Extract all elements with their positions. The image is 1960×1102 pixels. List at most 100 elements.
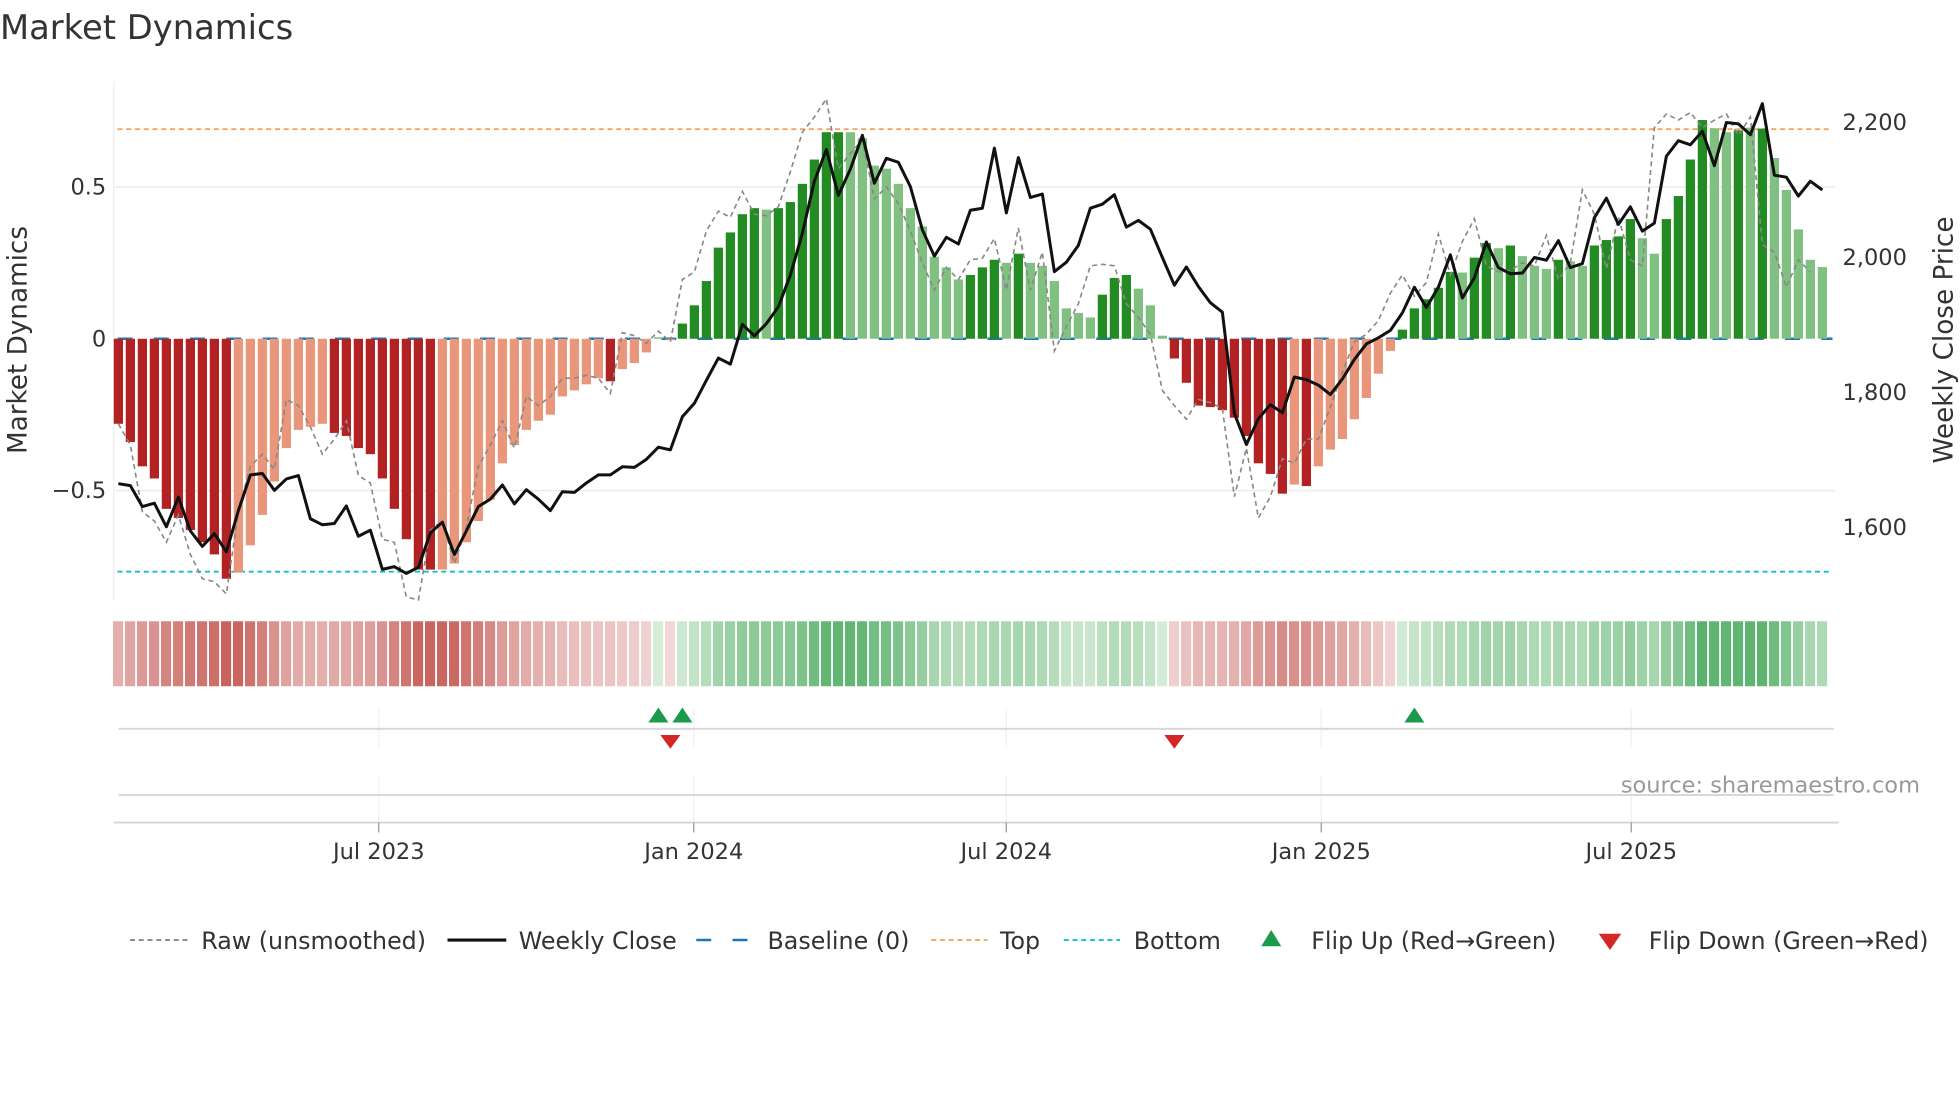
dynamics-bar bbox=[1013, 253, 1023, 339]
source-label: source: sharemaestro.com bbox=[1621, 773, 1920, 799]
dynamics-bar bbox=[1181, 338, 1191, 383]
strip-cell bbox=[1313, 621, 1324, 687]
dynamics-bar bbox=[1289, 338, 1300, 485]
strip-cell bbox=[257, 621, 268, 687]
strip-cell bbox=[197, 621, 208, 687]
legend-close-label: Weekly Close bbox=[519, 927, 677, 955]
strip-cell bbox=[1145, 621, 1156, 687]
strip-cell bbox=[1265, 621, 1276, 687]
strip-cell bbox=[821, 621, 832, 687]
strip-cell bbox=[677, 621, 688, 687]
dynamics-bar bbox=[1337, 338, 1347, 439]
strip-cell bbox=[1577, 621, 1588, 687]
dynamics-bar bbox=[1565, 261, 1575, 339]
strip-cell bbox=[305, 621, 316, 687]
strip-cell bbox=[1493, 621, 1504, 687]
dynamics-bar bbox=[1253, 338, 1263, 464]
strip-cell bbox=[1409, 621, 1420, 687]
legend-baseline-label: Baseline (0) bbox=[768, 927, 910, 955]
dynamics-bar bbox=[893, 183, 903, 339]
reference-lines bbox=[117, 128, 1833, 573]
strip-cell bbox=[1337, 621, 1348, 687]
dynamics-bar bbox=[365, 338, 375, 455]
strip-cell bbox=[713, 621, 724, 687]
strip-cell bbox=[1361, 621, 1372, 687]
strip-cell bbox=[1001, 621, 1012, 687]
flip-up-marker bbox=[672, 707, 693, 723]
right-tick-labels: 2,200 2,000 1,800 1,600 bbox=[1843, 110, 1907, 541]
strip-cell bbox=[485, 621, 496, 687]
strip-cell bbox=[449, 621, 460, 687]
dynamics-bar bbox=[1637, 238, 1647, 339]
chart-title: Market Dynamics bbox=[0, 8, 293, 47]
gridlines bbox=[113, 186, 1835, 492]
strip-cell bbox=[653, 621, 664, 687]
strip-cell bbox=[209, 621, 220, 687]
dynamics-bar bbox=[641, 338, 652, 353]
strip-cell bbox=[1637, 621, 1648, 687]
dynamics-bar bbox=[1397, 329, 1407, 339]
dynamics-bar bbox=[1229, 338, 1239, 418]
strip-cell bbox=[1481, 621, 1492, 687]
strip-cell bbox=[797, 621, 808, 687]
dynamics-bar bbox=[317, 338, 327, 424]
dynamics-bar bbox=[1745, 127, 1755, 339]
strip-cell bbox=[1553, 621, 1564, 687]
strip-cell bbox=[1517, 621, 1528, 687]
left-tick-label: 0 bbox=[92, 326, 106, 352]
strip-cell bbox=[641, 621, 652, 687]
strip-cell bbox=[1613, 621, 1624, 687]
dynamics-bar bbox=[1517, 256, 1527, 339]
dynamics-bar bbox=[941, 267, 952, 339]
dynamics-bar bbox=[629, 338, 639, 364]
legend-flip-up-label: Flip Up (Red→Green) bbox=[1311, 927, 1556, 955]
strip-cell bbox=[1457, 621, 1468, 687]
strip-cell bbox=[1721, 621, 1732, 687]
strip-cell bbox=[1745, 621, 1756, 687]
strip-cell bbox=[149, 621, 160, 687]
dynamics-bar bbox=[1109, 278, 1119, 339]
dynamics-bar bbox=[953, 279, 963, 339]
strip-cell bbox=[1181, 621, 1192, 687]
flip-down-marker bbox=[660, 735, 681, 749]
flip-up-marker bbox=[1404, 707, 1425, 723]
dynamics-bar bbox=[1121, 274, 1131, 339]
dynamics-bar bbox=[1589, 245, 1600, 339]
strip-cell bbox=[1049, 621, 1060, 687]
dynamics-bar bbox=[845, 132, 855, 339]
dynamics-bar bbox=[425, 338, 435, 570]
strip-cell bbox=[1793, 621, 1804, 687]
dynamics-bar bbox=[497, 338, 507, 464]
strip-cell bbox=[413, 621, 424, 687]
strip-cell bbox=[461, 621, 472, 687]
dynamics-bar bbox=[449, 338, 459, 564]
dynamics-bar bbox=[1481, 243, 1491, 339]
dynamics-bar bbox=[1097, 294, 1107, 339]
series-lines bbox=[117, 96, 1824, 601]
legend-raw-label: Raw (unsmoothed) bbox=[201, 927, 426, 955]
legend-top-label: Top bbox=[999, 927, 1040, 955]
strip-cell bbox=[581, 621, 592, 687]
dynamics-bar bbox=[1757, 128, 1767, 339]
strip-cell bbox=[1673, 621, 1684, 687]
strip-cell bbox=[1349, 621, 1360, 687]
x-tick-label: Jul 2023 bbox=[331, 839, 425, 865]
strip-cell bbox=[689, 621, 700, 687]
dynamics-bar bbox=[1577, 265, 1587, 339]
right-tick-label: 2,000 bbox=[1843, 245, 1907, 271]
dynamics-bar bbox=[329, 338, 339, 433]
dynamics-bar bbox=[233, 338, 243, 573]
dynamics-bar bbox=[881, 168, 892, 339]
strip-cell bbox=[701, 621, 712, 687]
strip-cell bbox=[1109, 621, 1120, 687]
dynamics-bar bbox=[473, 338, 483, 521]
dynamics-bar bbox=[1613, 236, 1623, 339]
strip-cell bbox=[1433, 621, 1444, 687]
dynamics-bar bbox=[1277, 338, 1287, 494]
strip-cell bbox=[1121, 621, 1132, 687]
dynamics-bar bbox=[1205, 338, 1215, 408]
strip-cell bbox=[161, 621, 172, 687]
strip-cell bbox=[1013, 621, 1024, 687]
x-tick-label: Jan 2024 bbox=[642, 839, 743, 865]
